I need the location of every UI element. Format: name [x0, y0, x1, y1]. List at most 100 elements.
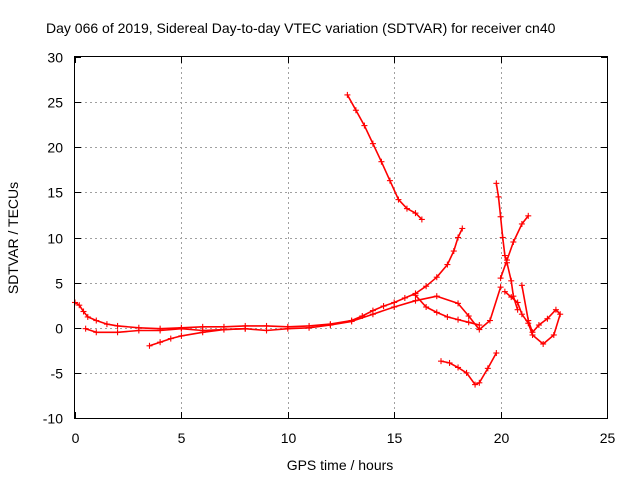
data-point	[80, 308, 87, 315]
data-point	[103, 321, 110, 328]
y-tick-label: 15	[47, 185, 63, 201]
data-point	[220, 326, 227, 333]
plot-frame	[74, 56, 608, 419]
grid	[75, 57, 607, 418]
data-point	[552, 306, 559, 313]
chart-title: Day 066 of 2019, Sidereal Day-to-day VTE…	[46, 20, 556, 36]
data-point	[557, 311, 564, 318]
y-tick-label: 25	[47, 95, 63, 111]
series-track-rising-right	[497, 212, 532, 282]
x-tick-label: 5	[178, 430, 186, 446]
y-tick-label: 0	[55, 321, 63, 337]
series-track-main-lower	[82, 284, 504, 336]
x-tick-label: 10	[281, 430, 297, 446]
y-tick-label: 20	[47, 140, 63, 156]
data-point	[518, 311, 525, 318]
axis-ticks: 0 5 10 15 20 25 -10 -5 0 5 10 15 20 25 30	[43, 50, 616, 447]
series-track-low-start	[146, 325, 249, 349]
data-point	[540, 340, 547, 347]
data-point	[423, 283, 430, 290]
data-point	[544, 315, 551, 322]
data-point	[446, 359, 453, 366]
data-point	[284, 325, 291, 332]
data-point	[535, 322, 542, 329]
data-point	[412, 210, 419, 217]
series-line	[74, 227, 464, 330]
series-line	[440, 352, 498, 386]
data-point	[242, 325, 249, 332]
y-tick-label: 30	[47, 50, 63, 66]
x-tick-label: 25	[600, 430, 616, 446]
data-point	[418, 216, 425, 223]
data-point	[472, 381, 479, 388]
data-point	[386, 177, 393, 184]
data-point	[369, 311, 376, 318]
data-point	[465, 313, 472, 320]
data-point	[518, 282, 525, 289]
data-point	[361, 122, 368, 129]
data-point	[412, 297, 419, 304]
data-point	[157, 339, 164, 346]
data-point	[525, 317, 532, 324]
data-point	[403, 205, 410, 212]
data-point	[423, 303, 430, 310]
data-point	[501, 288, 508, 295]
data-point	[327, 322, 334, 329]
data-point	[476, 379, 483, 386]
data-point	[499, 234, 506, 241]
data-point	[401, 294, 408, 301]
data-point	[306, 324, 313, 331]
data-point	[455, 300, 462, 307]
data-point	[508, 277, 515, 284]
data-point	[514, 299, 521, 306]
data-point	[369, 140, 376, 147]
data-point	[433, 293, 440, 300]
data-point	[114, 322, 121, 329]
data-point	[501, 252, 508, 259]
data-point	[465, 319, 472, 326]
data-point	[93, 317, 100, 324]
data-point	[82, 325, 89, 332]
data-point	[395, 196, 402, 203]
data-point	[493, 180, 500, 187]
data-point	[157, 327, 164, 334]
series-line	[499, 215, 530, 279]
data-point	[412, 292, 419, 299]
data-point	[550, 331, 557, 338]
data-point	[518, 220, 525, 227]
data-point	[455, 234, 462, 241]
y-tick-label: 5	[55, 276, 63, 292]
series-line	[84, 286, 502, 334]
data-point	[497, 284, 504, 291]
data-point	[167, 335, 174, 342]
data-point	[444, 313, 451, 320]
x-tick-label: 20	[494, 430, 510, 446]
data-point	[433, 274, 440, 281]
series-track-late-loop	[501, 282, 564, 347]
data-point	[352, 107, 359, 114]
data-point	[510, 239, 517, 246]
data-point	[450, 248, 457, 255]
x-tick-label: 0	[72, 430, 80, 446]
y-axis-label: SDTVAR / TECUs	[5, 182, 21, 294]
x-tick-label: 15	[387, 430, 403, 446]
series-track-steep	[493, 180, 521, 313]
data-point	[84, 313, 91, 320]
x-axis-label: GPS time / hours	[287, 457, 394, 473]
data-point	[463, 369, 470, 376]
data-point	[525, 212, 532, 219]
data-point	[146, 342, 153, 349]
data-point	[348, 318, 355, 325]
data-point	[135, 327, 142, 334]
data-series	[72, 91, 564, 388]
data-point	[263, 327, 270, 334]
data-point	[493, 350, 500, 357]
data-point	[503, 257, 510, 264]
data-point	[344, 91, 351, 98]
data-point	[380, 303, 387, 310]
data-point	[378, 158, 385, 165]
data-point	[529, 329, 536, 336]
data-point	[444, 261, 451, 268]
data-point	[114, 329, 121, 336]
